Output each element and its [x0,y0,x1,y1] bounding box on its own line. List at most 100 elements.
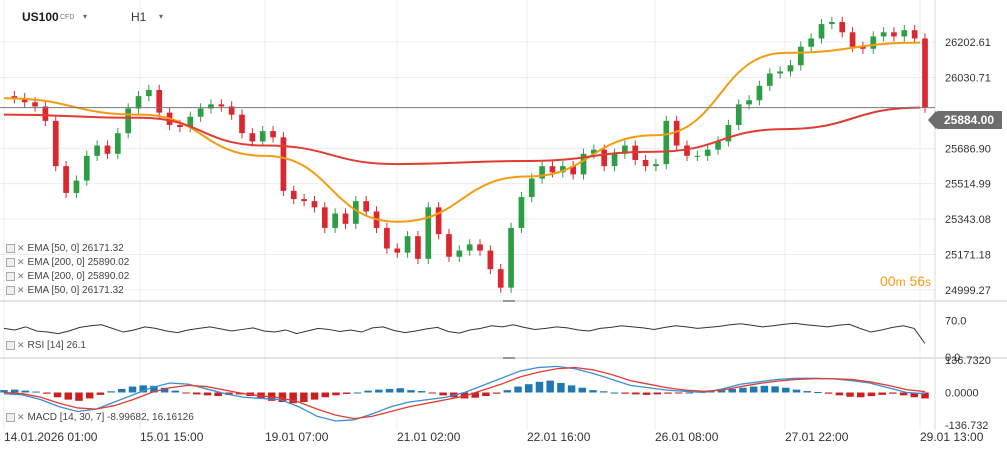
candle-body [11,96,18,99]
candle-body [466,244,473,251]
macd-histogram-bar [824,392,833,394]
macd-histogram-bar [118,388,126,393]
settings-icon[interactable] [6,285,15,295]
settings-icon[interactable] [6,340,15,350]
close-icon[interactable]: ✕ [17,243,25,253]
macd-histogram-bar [899,392,908,396]
close-icon[interactable]: ✕ [17,340,25,350]
macd-histogram-bar [407,390,415,393]
candle-body [766,73,773,86]
candle-body [446,234,452,257]
macd-histogram-bar [214,392,222,397]
close-icon[interactable]: ✕ [17,257,25,267]
macd-histogram-bar [203,392,212,396]
candle-body [249,133,256,142]
candle-body [756,85,763,101]
candle-body [880,32,887,37]
macd-histogram-bar [910,392,919,398]
close-icon[interactable]: ✕ [17,412,25,422]
candle-body [611,153,618,167]
macd-histogram-bar [846,392,854,397]
macd-y-tick-label: -136.732 [945,420,988,432]
candle-body [663,120,670,165]
macd-histogram-bar [782,387,790,393]
candle-body [642,159,649,167]
legend-item[interactable]: ✕ EMA [200, 0] 25890.02 [6,271,129,282]
macd-histogram-bar [75,392,83,401]
y-tick-label: 26202.61 [945,37,991,49]
x-tick-label: 27.01 22:00 [785,430,849,444]
macd-histogram-bar [589,390,597,393]
timeframe-selector[interactable]: H1 [131,10,147,24]
x-tick-label: 19.01 07:00 [265,430,329,444]
symbol-title[interactable]: US100 [22,10,59,24]
legend-item[interactable]: ✕ EMA [200, 0] 25890.02 [6,257,129,268]
candle-body [259,131,266,142]
y-tick-label: 25171.18 [945,249,991,261]
x-tick-label: 26.01 08:00 [655,430,719,444]
instrument-type: CFD [60,14,75,21]
candle-body [83,155,90,181]
settings-icon[interactable] [6,243,15,253]
rsi-y-tick-label: 70.0 [945,316,966,328]
candle-body [197,108,204,117]
y-tick-label: 25514.99 [945,179,991,191]
candle-body [528,178,535,198]
macd-histogram-bar [632,392,640,395]
candle-body [332,213,338,228]
macd-histogram-bar [182,392,190,394]
settings-icon[interactable] [6,271,15,281]
legend-item[interactable]: ✕ EMA [50, 0] 26171.32 [6,285,124,296]
candle-body [404,236,411,253]
candle-body [694,155,701,157]
macd-histogram-bar [567,385,576,393]
macd-histogram-bar [225,392,233,395]
candle-body [187,116,194,128]
legend-item[interactable]: ✕ EMA [50, 0] 26171.32 [6,243,124,254]
candle-body [839,22,846,33]
macd-histogram-bar [717,390,726,393]
settings-icon[interactable] [6,257,15,267]
timeframe-chevron-down-icon[interactable]: ▾ [159,12,164,21]
candle-body [477,244,483,251]
macd-histogram-bar [471,392,479,398]
macd-histogram-bar [107,391,115,393]
legend-label: EMA [50, 0] 26171.32 [27,285,124,296]
macd-histogram-bar [193,392,201,395]
macd-histogram-bar [53,392,62,398]
candle-body [518,197,525,228]
macd-histogram-bar [278,392,287,403]
x-tick-label: 14.01.2026 01:00 [4,430,98,444]
macd-histogram-bar [428,392,437,394]
settings-icon[interactable] [6,412,15,422]
macd-histogram-bar [578,387,587,393]
candle-body [777,71,783,74]
macd-signal-line [3,366,926,420]
close-icon[interactable]: ✕ [17,271,25,281]
macd-histogram-bar [160,387,169,393]
macd-histogram-bar [310,392,319,400]
macd-legend[interactable]: ✕ MACD [14, 30, 7] -8.99682, 16.16126 [6,412,194,423]
candle-body [394,248,401,253]
candle-body [860,46,866,49]
candle-body [746,100,752,105]
candle-body [21,98,28,103]
rsi-legend[interactable]: ✕ RSI [14] 26.1 [6,340,86,351]
macd-histogram-bar [514,386,522,393]
candle-body [125,108,132,134]
candle-body [384,227,390,249]
macd-histogram-bar [32,391,40,393]
candle-body [435,207,442,235]
macd-histogram-bar [332,392,340,396]
candle-body [735,104,742,125]
macd-histogram-bar [85,392,94,399]
macd-histogram-bar [342,392,351,394]
legend-label: EMA [50, 0] 26171.32 [27,243,124,254]
close-icon[interactable]: ✕ [17,285,25,295]
symbol-chevron-down-icon[interactable]: ▾ [83,12,88,21]
macd-histogram-bar [139,385,147,393]
macd-histogram-bar [535,381,544,393]
macd-histogram-bar [525,384,533,393]
candle-body [114,133,121,154]
